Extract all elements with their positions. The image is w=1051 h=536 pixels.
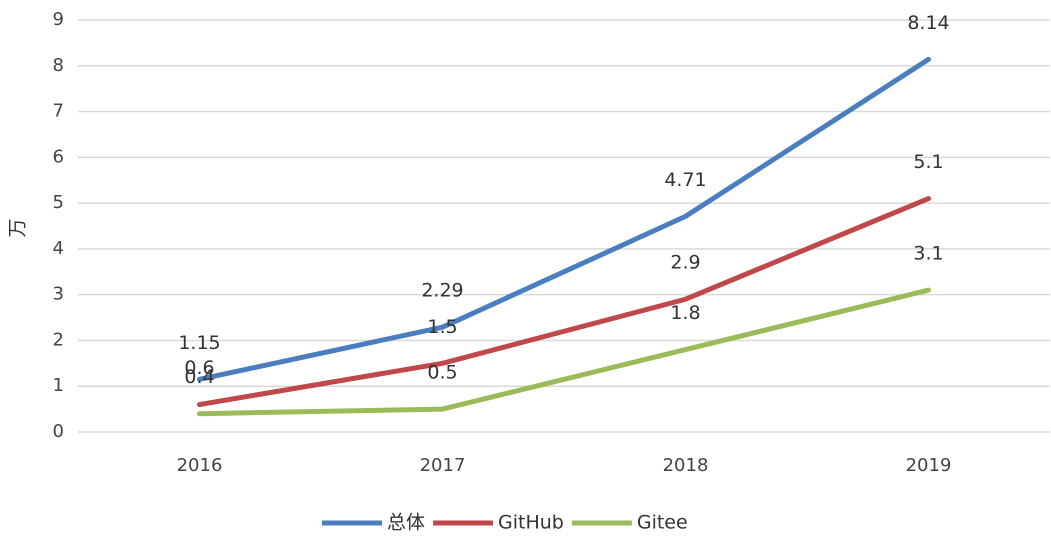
data-label: 8.14 — [907, 12, 949, 34]
y-tick-label: 7 — [53, 101, 64, 122]
y-tick-label: 6 — [53, 146, 64, 167]
data-label: 1.15 — [178, 332, 220, 354]
x-tick-label: 2017 — [420, 455, 466, 476]
legend-label: Gitee — [637, 512, 688, 534]
y-tick-label: 1 — [53, 375, 64, 396]
x-tick-label: 2016 — [177, 455, 223, 476]
y-tick-label: 2 — [53, 329, 64, 350]
series-line — [197, 287, 931, 417]
data-label: 1.8 — [670, 302, 700, 324]
y-tick-label: 5 — [53, 192, 64, 213]
data-label: 3.1 — [913, 243, 943, 265]
data-label: 2.9 — [670, 252, 700, 274]
data-label: 0.4 — [184, 366, 214, 388]
x-tick-label: 2018 — [663, 455, 709, 476]
y-axis-label: 万 — [7, 218, 29, 237]
series-line — [197, 196, 931, 408]
series-line — [197, 56, 931, 382]
data-label: 0.6 — [184, 357, 214, 379]
y-tick-label: 3 — [53, 284, 64, 305]
y-tick-label: 0 — [53, 421, 64, 442]
data-label: 0.5 — [427, 362, 457, 384]
y-tick-label: 9 — [53, 9, 64, 30]
legend-label: GitHub — [498, 512, 564, 534]
data-label: 1.5 — [427, 316, 457, 338]
y-tick-label: 4 — [53, 238, 64, 259]
data-label: 4.71 — [664, 169, 706, 191]
y-tick-label: 8 — [53, 55, 64, 76]
x-tick-label: 2019 — [906, 455, 952, 476]
data-label: 5.1 — [913, 151, 943, 173]
data-label: 2.29 — [421, 280, 463, 302]
legend-label: 总体 — [387, 512, 425, 534]
